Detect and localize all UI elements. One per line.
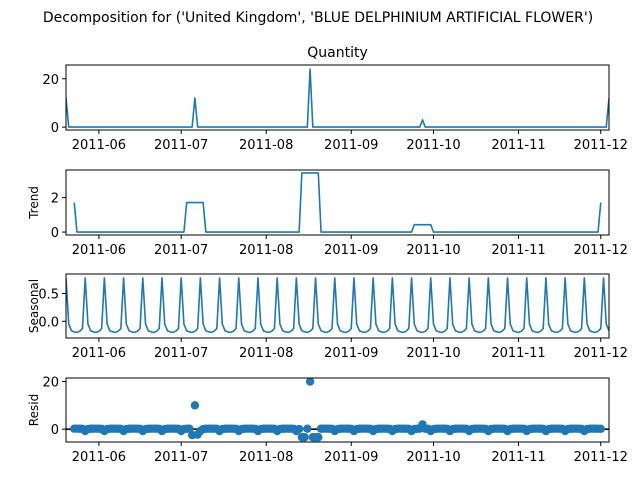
- x-tick-label: 2011-07: [154, 243, 208, 258]
- y-axis-label: Resid: [27, 394, 41, 426]
- x-tick-label: 2011-06: [72, 450, 126, 465]
- resid-point: [300, 433, 309, 442]
- x-tick-label: 2011-06: [72, 243, 126, 258]
- x-tick-label: 2011-10: [406, 138, 460, 153]
- resid-point: [596, 424, 605, 434]
- resid-point: [314, 433, 323, 442]
- panel-title: Quantity: [307, 45, 368, 61]
- x-tick-label: 2011-07: [154, 138, 208, 153]
- x-tick-label: 2011-08: [239, 243, 293, 258]
- y-tick-label: 2: [51, 192, 59, 207]
- x-tick-label: 2011-09: [324, 346, 378, 361]
- x-tick-label: 2011-11: [491, 346, 545, 361]
- resid-point: [190, 401, 200, 410]
- resid-point: [303, 424, 312, 433]
- y-tick-label: 0.0: [38, 315, 59, 330]
- resid-point: [305, 378, 315, 386]
- x-tick-label: 2011-11: [491, 450, 545, 465]
- x-tick-label: 2011-12: [574, 138, 628, 153]
- x-tick-label: 2011-12: [574, 243, 628, 258]
- y-tick-label: 0: [51, 226, 59, 241]
- x-tick-label: 2011-12: [574, 450, 628, 465]
- resid-panel: 2011-06 2011-07 2011-08 2011-09 2011-10 2011-…: [27, 376, 628, 465]
- y-tick-label: 0: [51, 121, 59, 136]
- trend-line: [73, 172, 602, 233]
- x-tick-label: 2011-08: [239, 138, 293, 153]
- plot-frame: [65, 377, 610, 443]
- x-tick-label: 2011-06: [72, 346, 126, 361]
- observed-panel: 2011-06 2011-07 2011-08 2011-09 2011-10 2011-…: [42, 45, 627, 153]
- figure-title: Decomposition for ('United Kingdom', 'BL…: [43, 10, 593, 26]
- quantity-line: [66, 68, 609, 128]
- plot-frame: [65, 64, 610, 131]
- resid-point: [294, 424, 304, 434]
- trend-panel: 2011-06 2011-07 2011-08 2011-09 2011-10 2011-…: [27, 169, 628, 258]
- x-tick-label: 2011-12: [574, 346, 628, 361]
- y-axis-label: Seasonal: [27, 279, 41, 333]
- x-tick-label: 2011-07: [154, 450, 208, 465]
- x-tick-label: 2011-06: [72, 138, 126, 153]
- x-tick-label: 2011-09: [324, 138, 378, 153]
- x-tick-label: 2011-08: [239, 346, 293, 361]
- x-tick-label: 2011-09: [324, 243, 378, 258]
- resid-point: [185, 424, 194, 433]
- x-tick-label: 2011-11: [491, 138, 545, 153]
- x-tick-label: 2011-11: [491, 243, 545, 258]
- x-tick-label: 2011-10: [406, 243, 460, 258]
- y-axis-label: Trend: [27, 186, 41, 220]
- y-tick-label: 20: [42, 376, 59, 391]
- x-tick-label: 2011-10: [406, 450, 460, 465]
- panels: 2011-06 2011-07 2011-08 2011-09 2011-10 2011-…: [27, 45, 628, 465]
- seasonal-line: [66, 277, 609, 334]
- y-tick-label: 20: [42, 73, 59, 88]
- x-tick-label: 2011-07: [154, 346, 208, 361]
- x-tick-label: 2011-10: [406, 346, 460, 361]
- plot-frame: [65, 273, 610, 339]
- y-tick-label: 0.5: [38, 287, 59, 302]
- seasonal-panel: 2011-06 2011-07 2011-08 2011-09 2011-10 2011-…: [27, 273, 628, 361]
- plot-frame: [65, 169, 610, 236]
- y-tick-label: 0: [51, 423, 59, 438]
- x-tick-label: 2011-08: [239, 450, 293, 465]
- x-tick-label: 2011-09: [324, 450, 378, 465]
